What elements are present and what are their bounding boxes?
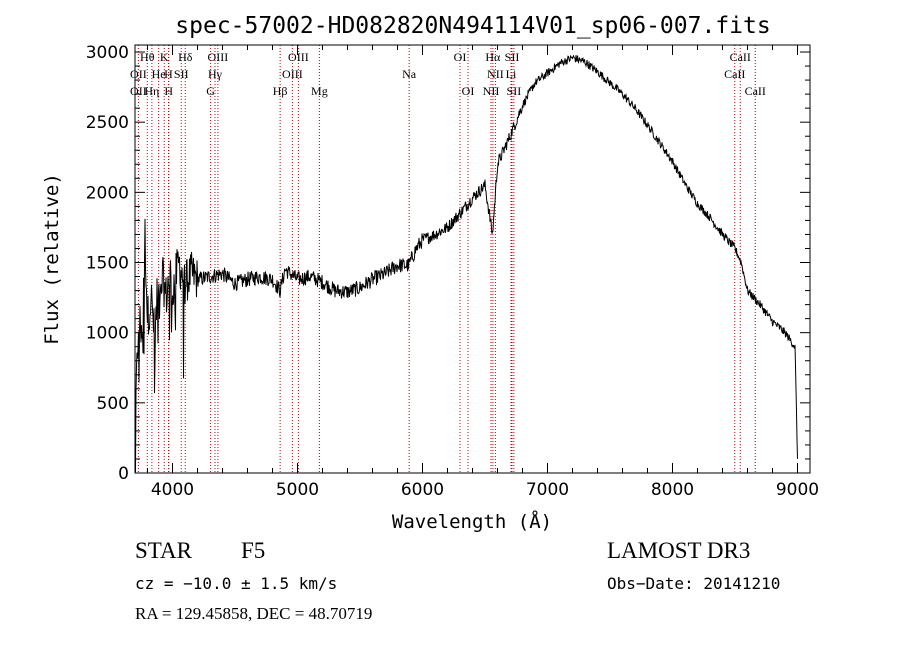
spectral-line-label: He bbox=[152, 67, 166, 81]
x-axis-label: Wavelength (Å) bbox=[392, 510, 552, 533]
plot-frame bbox=[134, 44, 811, 474]
spectral-line-label: CaII bbox=[730, 50, 751, 64]
x-tick-label: 4000 bbox=[151, 480, 194, 500]
spectral-line-label: NII bbox=[487, 67, 504, 81]
spectral-line-label: OII bbox=[130, 67, 147, 81]
y-tick-label: 0 bbox=[118, 464, 129, 484]
spectral-line-label: OIII bbox=[282, 67, 303, 81]
obs-date-label: Obs−Date: 20141210 bbox=[607, 574, 780, 593]
x-tick-label: 9000 bbox=[776, 480, 819, 500]
spectral-line-label: OIII bbox=[208, 50, 229, 64]
spectral-line-label: G bbox=[206, 84, 215, 98]
y-tick-label: 3000 bbox=[86, 43, 129, 63]
spectral-line-label: OII bbox=[130, 84, 147, 98]
y-tick-label: 1000 bbox=[86, 324, 129, 344]
object-subclass-label: F5 bbox=[241, 538, 265, 563]
y-tick-label: 500 bbox=[97, 394, 129, 414]
spectral-line-label: CaII bbox=[724, 67, 745, 81]
spectral-line-label: Mg bbox=[311, 84, 328, 98]
spectral-line-label: SII bbox=[507, 84, 522, 98]
spectral-line-label: Na bbox=[402, 67, 417, 81]
chart-title: spec-57002-HD082820N494114V01_sp06-007.f… bbox=[175, 13, 770, 39]
spectral-line-label: SII bbox=[505, 50, 520, 64]
redshift-label: cz = −10.0 ± 1.5 km/s bbox=[135, 574, 337, 593]
axis-ticks-layer: 4000 5000 6000 7000 8000 9000 0 500 1000 1500 2000… bbox=[86, 43, 819, 500]
y-tick-label: 2000 bbox=[86, 183, 129, 203]
x-tick-label: 6000 bbox=[401, 480, 444, 500]
spectral-line-label: OI bbox=[462, 84, 475, 98]
spectral-line-label: OI bbox=[454, 50, 467, 64]
spectral-line-label: Li bbox=[506, 67, 517, 81]
y-tick-label: 2500 bbox=[86, 113, 129, 133]
spectrum-series-line bbox=[134, 54, 798, 473]
spectral-line-label: Hγ bbox=[208, 67, 223, 81]
coordinates-label: RA = 129.45858, DEC = 48.70719 bbox=[135, 604, 372, 623]
y-axis-label: Flux (relative) bbox=[41, 173, 63, 345]
spectral-lines-layer bbox=[137, 45, 756, 473]
spectral-line-label: Hη bbox=[144, 84, 159, 98]
x-tick-label: 5000 bbox=[276, 480, 319, 500]
spectral-line-label: K bbox=[160, 50, 169, 64]
spectral-line-label: Hθ bbox=[140, 50, 155, 64]
spectral-line-label: Hα bbox=[485, 50, 501, 64]
spectral-line-label: H bbox=[164, 84, 173, 98]
spectral-line-label: OIII bbox=[288, 50, 309, 64]
survey-label: LAMOST DR3 bbox=[607, 538, 750, 563]
spectral-line-label: Hδ bbox=[178, 50, 193, 64]
spectral-line-label: SII bbox=[174, 67, 189, 81]
spectral-line-label: H bbox=[164, 67, 173, 81]
spectral-line-label: Hβ bbox=[273, 84, 288, 98]
object-class-label: STAR bbox=[135, 538, 193, 563]
spectral-line-label: NII bbox=[483, 84, 500, 98]
x-tick-label: 8000 bbox=[651, 480, 694, 500]
y-tick-label: 1500 bbox=[86, 254, 129, 274]
spectral-line-label: CaII bbox=[745, 84, 766, 98]
x-tick-label: 7000 bbox=[526, 480, 569, 500]
